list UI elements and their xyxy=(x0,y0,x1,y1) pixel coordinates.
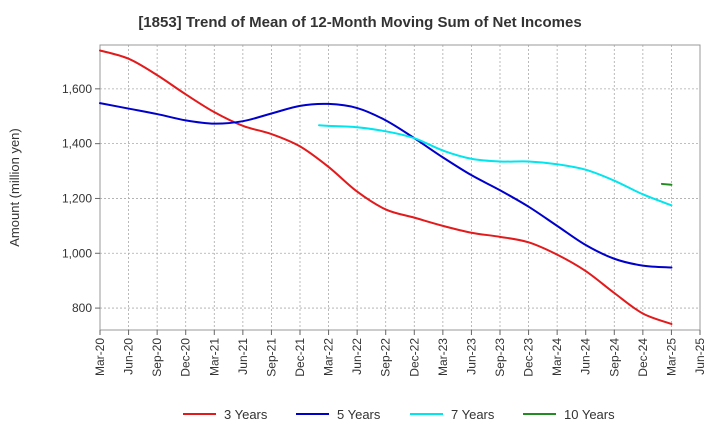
series-line-10-years xyxy=(660,182,673,186)
x-tick-label: Sep-20 xyxy=(150,338,164,377)
x-tick-label: Mar-25 xyxy=(664,338,678,376)
legend-label-3-years: 3 Years xyxy=(224,407,268,422)
y-tick-label: 1,200 xyxy=(62,191,92,205)
y-tick-label: 1,600 xyxy=(62,82,92,96)
x-tick-label: Jun-22 xyxy=(350,338,364,375)
x-tick-label: Sep-24 xyxy=(607,338,621,377)
x-tick-label: Dec-24 xyxy=(636,338,650,377)
x-tick-label: Sep-23 xyxy=(493,338,507,377)
x-tick-label: Sep-22 xyxy=(379,338,393,377)
y-tick-label: 1,400 xyxy=(62,137,92,151)
x-tick-label: Jun-21 xyxy=(236,338,250,375)
x-tick-label: Sep-21 xyxy=(264,338,278,377)
x-tick-label: Jun-23 xyxy=(464,338,478,375)
x-tick-label: Mar-21 xyxy=(207,338,221,376)
x-tick-label: Jun-20 xyxy=(122,338,136,375)
legend-label-5-years: 5 Years xyxy=(337,407,381,422)
x-tick-label: Dec-22 xyxy=(407,338,421,377)
x-tick-label: Mar-20 xyxy=(93,338,107,376)
series-line-5-years xyxy=(99,102,673,269)
chart-title: [1853] Trend of Mean of 12-Month Moving … xyxy=(138,14,582,31)
plot-frame xyxy=(99,44,701,331)
y-tick-label: 1,000 xyxy=(62,246,92,260)
plot-area xyxy=(100,45,700,330)
x-tick-label: Mar-22 xyxy=(322,338,336,376)
series-line-7-years xyxy=(318,124,673,207)
x-tick-label: Jun-25 xyxy=(693,338,707,375)
x-tick-label: Dec-20 xyxy=(179,338,193,377)
legend-label-10-years: 10 Years xyxy=(564,407,615,422)
y-axis-label: Amount (million yen) xyxy=(7,128,22,247)
x-tick-label: Dec-23 xyxy=(522,338,536,377)
series-line-3-years xyxy=(99,49,673,325)
x-tick-label: Mar-23 xyxy=(436,338,450,376)
y-tick-label: 800 xyxy=(72,301,92,315)
legend-label-7-years: 7 Years xyxy=(451,407,495,422)
x-tick-label: Jun-24 xyxy=(579,338,593,375)
x-tick-label: Mar-24 xyxy=(550,338,564,376)
x-tick-label: Dec-21 xyxy=(293,338,307,377)
